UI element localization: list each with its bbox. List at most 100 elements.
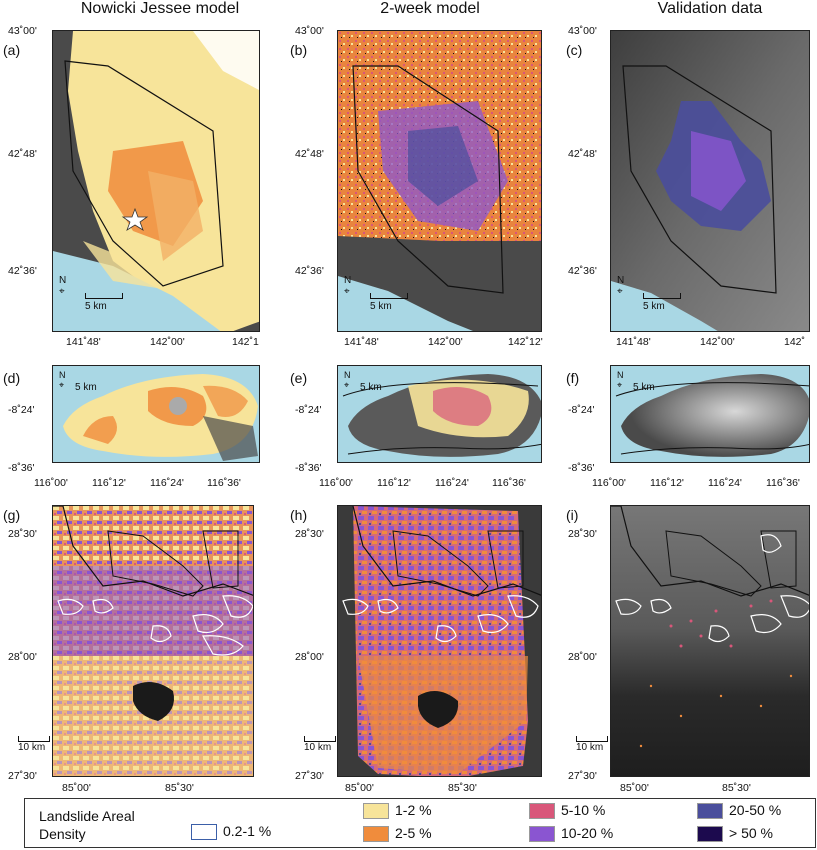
- legend: Landslide Areal Density 0.2-1 % 1-2 % 2-5…: [24, 798, 816, 848]
- lon-tick-a-3: 142˚1: [232, 336, 259, 348]
- lat-tick-e-2: -8˚36': [295, 462, 322, 474]
- legend-swatch-4: [529, 826, 555, 842]
- lon-tick-f-4: 116˚36': [766, 477, 800, 489]
- lat-tick-h-2: 28˚00': [295, 651, 324, 663]
- lat-tick-e-1: -8˚24': [295, 404, 322, 416]
- column-title-2week: 2-week model: [380, 0, 480, 17]
- map-panel-d: N ⌖ 5 km: [52, 365, 260, 463]
- map-panel-a: N ⌖ 5 km: [52, 30, 260, 332]
- column-title-nowicki: Nowicki Jessee model: [80, 0, 240, 17]
- north-arrow: N ⌖: [617, 370, 624, 390]
- legend-label-1: 1-2 %: [395, 802, 432, 818]
- scale-bar-g: [18, 736, 50, 742]
- legend-label-2: 2-5 %: [395, 825, 432, 841]
- legend-swatch-0: [191, 824, 217, 840]
- lat-tick-c-3: 42˚36': [568, 265, 597, 277]
- legend-label-4: 10-20 %: [561, 825, 614, 841]
- scale-label-h: 10 km: [304, 742, 332, 753]
- lon-tick-h-1: 85˚00': [345, 782, 374, 794]
- north-arrow: N ⌖: [344, 370, 351, 390]
- scale-label: 5 km: [370, 301, 392, 312]
- lat-tick-b-2: 42˚48': [295, 148, 324, 160]
- scale-label: 5 km: [360, 382, 382, 393]
- north-arrow: N ⌖: [59, 275, 67, 297]
- lat-tick-i-2: 28˚00': [568, 651, 597, 663]
- lon-tick-h-2: 85˚30': [448, 782, 477, 794]
- lat-tick-g-3: 27˚30': [8, 770, 37, 782]
- panel-label-d: (d): [3, 370, 21, 386]
- scale-bar-h: [304, 736, 336, 742]
- legend-swatch-2: [363, 826, 389, 842]
- lat-tick-g-2: 28˚00': [8, 651, 37, 663]
- lat-tick-h-1: 28˚30': [295, 528, 324, 540]
- panel-label-e: (e): [290, 370, 308, 386]
- lat-tick-b-3: 42˚36': [295, 265, 324, 277]
- lon-tick-i-1: 85˚00': [620, 782, 649, 794]
- lon-tick-e-4: 116˚36': [492, 477, 526, 489]
- lon-tick-d-2: 116˚12': [92, 477, 126, 489]
- lat-tick-a-3: 42˚36': [8, 265, 37, 277]
- legend-label-5: 20-50 %: [729, 802, 782, 818]
- lon-tick-b-1: 141˚48': [344, 336, 379, 348]
- scale-label: 5 km: [643, 301, 665, 312]
- legend-swatch-6: [697, 826, 723, 842]
- lon-tick-e-1: 116˚00': [319, 477, 353, 489]
- panel-label-a: (a): [3, 42, 21, 58]
- legend-swatch-5: [697, 803, 723, 819]
- lon-tick-c-3: 142˚: [784, 336, 806, 348]
- lat-tick-i-1: 28˚30': [568, 528, 597, 540]
- map-panel-c: N ⌖ 5 km: [610, 30, 810, 332]
- panel-label-f: (f): [566, 370, 580, 386]
- scale-label: 5 km: [75, 382, 97, 393]
- legend-swatch-1: [363, 803, 389, 819]
- lat-tick-f-1: -8˚24': [568, 404, 595, 416]
- map-panel-b: N ⌖ 5 km: [337, 30, 542, 332]
- panel-label-g: (g): [3, 507, 21, 523]
- map-panel-i: N⌖: [610, 505, 810, 777]
- map-panel-h: N⌖: [337, 505, 542, 777]
- lon-tick-f-2: 116˚12': [650, 477, 684, 489]
- lat-tick-h-3: 27˚30': [295, 770, 324, 782]
- panel-label-b: (b): [290, 42, 308, 58]
- lat-tick-d-1: -8˚24': [8, 404, 35, 416]
- lat-tick-c-2: 42˚48': [568, 148, 597, 160]
- lon-tick-g-2: 85˚30': [165, 782, 194, 794]
- lon-tick-d-1: 116˚00': [34, 477, 68, 489]
- lat-tick-g-1: 28˚30': [8, 528, 37, 540]
- lon-tick-i-2: 85˚30': [722, 782, 751, 794]
- north-arrow: N ⌖: [617, 275, 625, 297]
- map-panel-e: N ⌖ 5 km: [337, 365, 542, 463]
- scale-bar-i: [576, 736, 608, 742]
- legend-label-0: 0.2-1 %: [223, 823, 272, 839]
- panel-label-c: (c): [566, 42, 583, 58]
- lat-tick-a-1: 43˚00': [8, 25, 37, 37]
- scale-bar: [643, 293, 681, 299]
- scale-label-g: 10 km: [18, 742, 46, 753]
- map-panel-g: N⌖: [52, 505, 254, 777]
- lon-tick-e-2: 116˚12': [377, 477, 411, 489]
- north-arrow: N ⌖: [344, 275, 352, 297]
- scale-label: 5 km: [633, 382, 655, 393]
- scale-bar: [370, 293, 408, 299]
- lon-tick-c-2: 142˚00': [700, 336, 735, 348]
- lon-tick-g-1: 85˚00': [62, 782, 91, 794]
- legend-title: Landslide Areal Density: [39, 808, 135, 842]
- lat-tick-f-2: -8˚36': [568, 462, 595, 474]
- column-title-validation: Validation data: [657, 0, 763, 17]
- lon-tick-b-3: 142˚12': [508, 336, 543, 348]
- scale-label: 5 km: [85, 301, 107, 312]
- north-arrow: N ⌖: [59, 370, 66, 390]
- lon-tick-d-4: 116˚36': [207, 477, 241, 489]
- lat-tick-c-1: 43˚00': [568, 25, 597, 37]
- lat-tick-d-2: -8˚36': [8, 462, 35, 474]
- lat-tick-i-3: 27˚30': [568, 770, 597, 782]
- lon-tick-a-1: 141˚48': [66, 336, 101, 348]
- lon-tick-d-3: 116˚24': [150, 477, 184, 489]
- legend-swatch-3: [529, 803, 555, 819]
- panel-label-h: (h): [290, 507, 308, 523]
- lat-tick-a-2: 42˚48': [8, 148, 37, 160]
- lon-tick-f-1: 116˚00': [592, 477, 626, 489]
- lat-tick-b-1: 43˚00': [295, 25, 324, 37]
- map-panel-f: N ⌖ 5 km: [610, 365, 810, 463]
- scale-label-i: 10 km: [576, 742, 604, 753]
